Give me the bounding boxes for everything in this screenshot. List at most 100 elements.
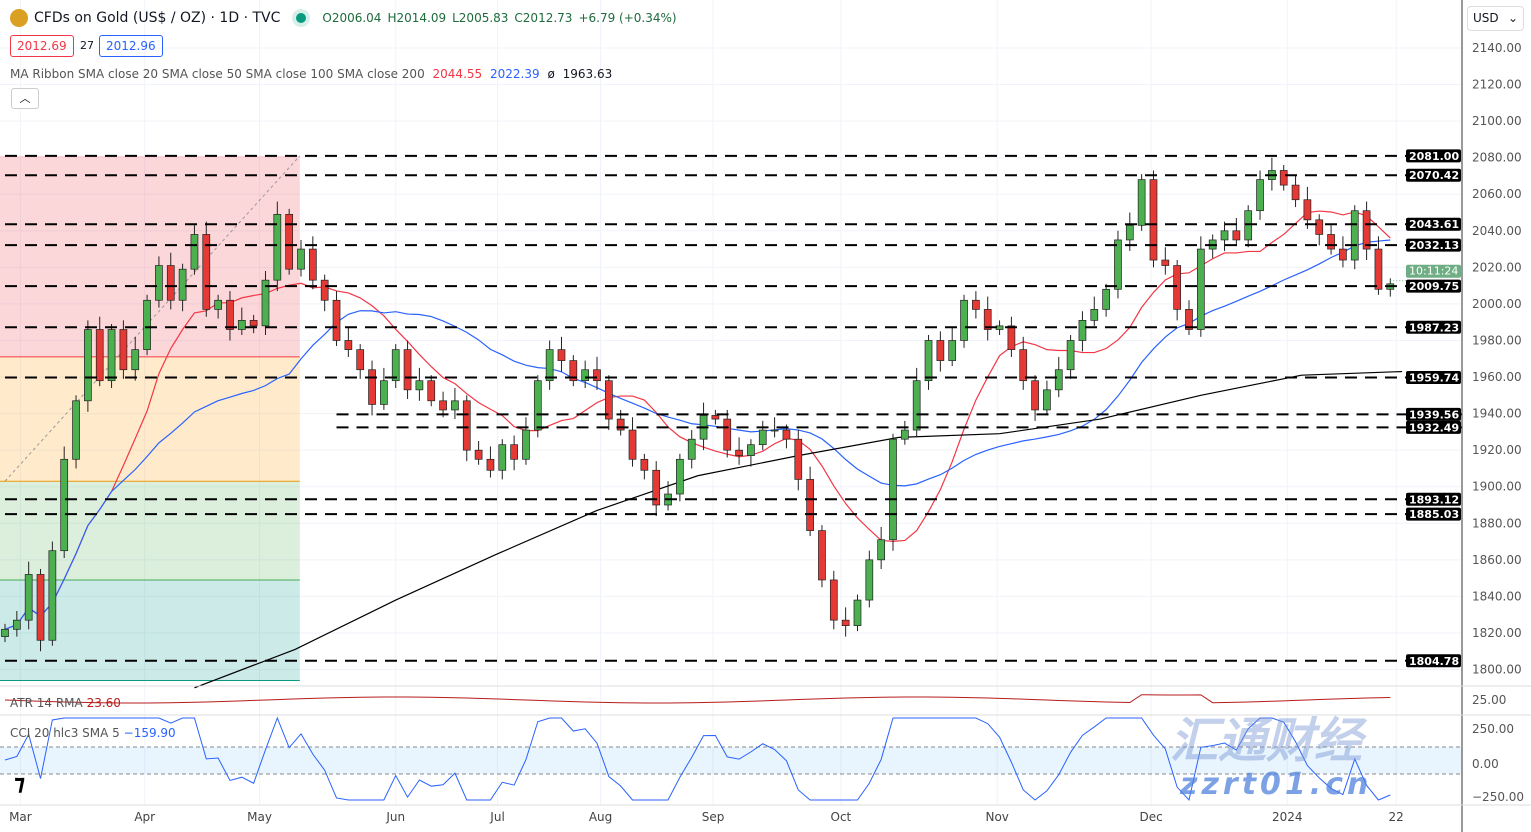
candle-body (924, 340, 933, 382)
candle (1102, 283, 1110, 317)
level-label-bg (1406, 168, 1461, 182)
candle (806, 466, 814, 537)
time-tick-label: Mar (9, 810, 32, 824)
candle (190, 225, 199, 275)
candle (415, 367, 424, 401)
collapse-legend-button[interactable]: ︿ (11, 88, 39, 109)
candle (178, 263, 187, 312)
candle (723, 409, 732, 458)
candle-body (1078, 320, 1087, 341)
candle-body (522, 429, 530, 460)
candle-body (983, 309, 992, 330)
level-label: 2043.61 (1409, 218, 1459, 231)
buy-price-button[interactable]: 2012.96 (99, 35, 163, 57)
candle-body (687, 438, 696, 460)
tradingview-logo: ⁊ (14, 771, 25, 796)
candle-body (782, 429, 791, 440)
watermark-url: zzrt01.cn (1180, 767, 1373, 802)
candle (84, 320, 92, 412)
candle-body (1125, 224, 1134, 241)
candle (1137, 174, 1146, 231)
candle-body (889, 438, 897, 541)
candle (1019, 336, 1028, 390)
sma200-line (194, 370, 1403, 689)
candle-body (214, 299, 222, 310)
price-tick-label: 2120.00 (1472, 78, 1522, 92)
candle-body (510, 444, 518, 460)
sell-price-button[interactable]: 2012.69 (10, 35, 74, 57)
candle (1031, 375, 1039, 421)
candle (841, 607, 850, 637)
candle (214, 294, 222, 319)
candle-body (226, 299, 234, 330)
candle (1350, 205, 1359, 270)
candle (687, 430, 696, 469)
level-label-bg (1406, 149, 1461, 163)
price-tick-label: 1900.00 (1472, 480, 1522, 494)
level-label: 1893.12 (1409, 493, 1459, 506)
currency-value: USD (1473, 11, 1499, 25)
candle-body (1256, 179, 1264, 212)
candle-body (545, 349, 554, 382)
candle-body (297, 248, 305, 270)
candle-body (1, 628, 9, 637)
candle (95, 316, 104, 387)
candle (853, 594, 862, 632)
time-tick-label: Sep (702, 810, 725, 824)
candle-body (818, 530, 826, 581)
symbol-title[interactable]: CFDs on Gold (US$ / OZ) · 1D · TVC (34, 10, 281, 26)
level-label: 2070.42 (1409, 169, 1459, 182)
cci-axis-label: 250.00 (1472, 722, 1514, 736)
time-tick-label: 2024 (1272, 810, 1303, 824)
cci-legend[interactable]: CCI 20 hlc3 SMA 5 −159.90 (10, 726, 176, 740)
candle-body (912, 380, 921, 431)
symbol-header: CFDs on Gold (US$ / OZ) · 1D · TVC O2006… (10, 9, 677, 27)
atr-value: 23.60 (86, 696, 121, 710)
candle (1078, 311, 1087, 352)
ma-ribbon-legend[interactable]: MA Ribbon SMA close 20 SMA close 50 SMA … (10, 67, 612, 81)
candle (202, 221, 211, 317)
candle-body (1090, 309, 1099, 321)
candle (36, 568, 45, 652)
level-label-bg (1406, 420, 1461, 434)
candle-body (735, 449, 743, 456)
candle-body (1196, 248, 1205, 330)
price-tick-label: 1980.00 (1472, 333, 1522, 347)
candle-body (24, 574, 33, 621)
countdown-label-bg (1406, 264, 1461, 278)
atr-line (4, 694, 1391, 704)
candle (131, 336, 140, 381)
candle-body (829, 579, 838, 621)
candle (285, 208, 294, 275)
candle (711, 409, 720, 425)
candle (1303, 186, 1312, 229)
candle (510, 435, 518, 471)
candle-body (770, 429, 779, 432)
candle-body (498, 444, 507, 471)
candle-body (72, 400, 80, 460)
candle (1362, 201, 1371, 261)
candle-body (308, 248, 317, 281)
candle-body (747, 444, 755, 456)
atr-legend[interactable]: ATR 14 RMA 23.60 (10, 696, 121, 710)
candle (273, 201, 282, 292)
candle (770, 417, 779, 438)
ohlc-change: +6.79 (+0.34%) (578, 11, 677, 25)
candle (960, 294, 968, 348)
candle-body (1161, 259, 1170, 266)
candle (1315, 214, 1324, 246)
time-tick-label: May (247, 810, 272, 824)
candle-body (1185, 309, 1193, 330)
price-tick-label: 1940.00 (1472, 407, 1522, 421)
candle (368, 360, 376, 416)
price-tick-label: 2140.00 (1472, 41, 1522, 55)
chevron-down-icon: ⌄ (1507, 11, 1518, 25)
candle-body (332, 299, 341, 341)
currency-select[interactable]: USD ⌄ (1467, 6, 1524, 31)
candle (143, 294, 151, 356)
candle-body (569, 360, 578, 382)
time-tick-label: Oct (831, 810, 852, 824)
candle (877, 526, 886, 569)
ohlc-close: C2012.73 (514, 11, 573, 25)
